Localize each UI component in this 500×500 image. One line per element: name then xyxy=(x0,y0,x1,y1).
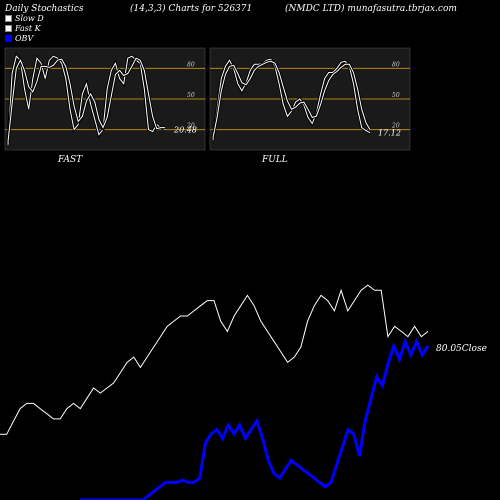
legend-slow-d: Slow D xyxy=(5,14,44,23)
company-name: (NMDC LTD) munafasutra.tbrjax.com xyxy=(285,4,457,14)
legend-swatch-blue-icon xyxy=(5,35,12,42)
panel-title: FULL xyxy=(261,155,288,165)
chart-params: (14,3,3) Charts for 526371 xyxy=(130,4,253,14)
legend-label: OBV xyxy=(15,34,34,43)
slow-d-line xyxy=(7,57,165,142)
level-label: 20 xyxy=(186,123,195,130)
panel-title: FAST xyxy=(57,155,83,165)
legend-obv: OBV xyxy=(5,34,33,43)
close-price-line xyxy=(0,284,429,435)
legend-swatch-white-icon xyxy=(5,15,12,22)
level-label: 80 xyxy=(187,61,195,68)
chart-title: Daily Stochastics xyxy=(5,4,84,14)
last-value-label: 20.48 xyxy=(173,126,197,135)
close-value-label: 80.05Close xyxy=(436,344,487,354)
obv-line xyxy=(80,337,430,500)
fast-k-line xyxy=(212,58,371,140)
slow-d-line xyxy=(212,60,371,138)
level-label: 50 xyxy=(392,92,400,99)
legend-label: Slow D xyxy=(15,14,44,23)
level-label: 20 xyxy=(391,123,400,130)
fast-k-line xyxy=(7,55,166,145)
legend-swatch-white-icon xyxy=(5,25,12,32)
level-label: 50 xyxy=(187,92,195,99)
legend-label: Fast K xyxy=(15,24,41,33)
level-label: 80 xyxy=(392,61,400,68)
legend-fast-k: Fast K xyxy=(5,24,41,33)
last-value-label: 17.12 xyxy=(378,129,401,138)
